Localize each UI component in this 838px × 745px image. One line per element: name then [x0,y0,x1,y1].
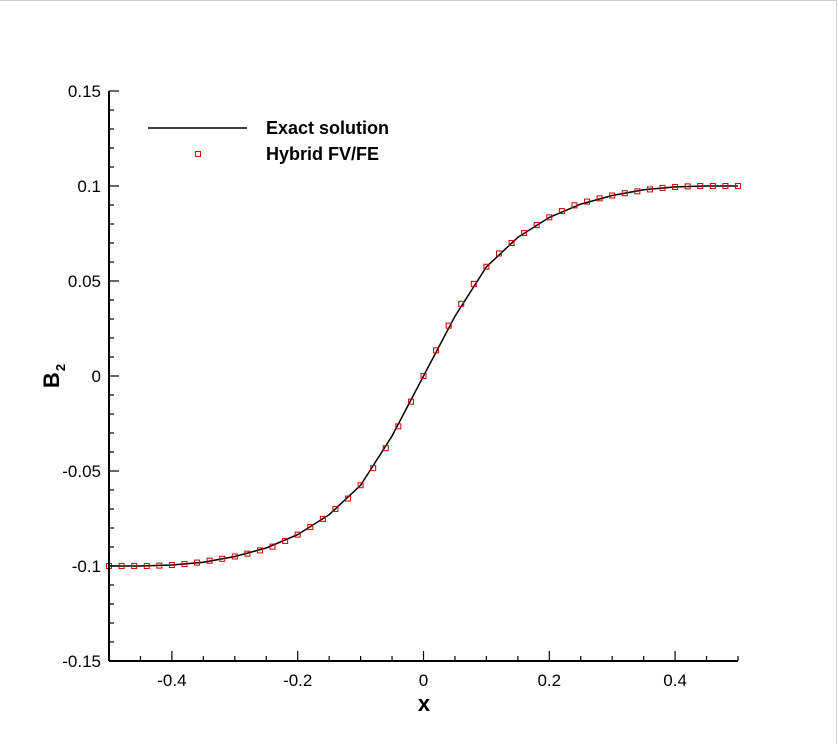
hybrid-marker [420,373,427,379]
hybrid-marker [156,562,163,569]
hybrid-marker [596,195,603,202]
hybrid-marker [672,183,679,190]
hybrid-marker [307,524,314,531]
hybrid-marker [508,240,515,246]
hybrid-marker [231,553,238,560]
hybrid-marker [319,515,326,522]
y-tick-label: 0.15 [68,82,101,101]
hybrid-marker [646,186,653,193]
hybrid-marker [634,188,641,195]
hybrid-marker [621,190,628,197]
y-axis-title-main: B [39,372,64,388]
legend-marker-sample [195,151,201,157]
hybrid-marker [194,559,201,566]
hybrid-marker [533,221,540,228]
hybrid-marker [332,506,339,512]
hybrid-marker [483,263,490,270]
hybrid-marker [357,482,364,489]
hybrid-marker [609,192,616,199]
hybrid-marker [709,183,716,189]
hybrid-marker [495,250,502,257]
legend-label-exact: Exact solution [266,118,389,138]
svg-text:B2: B2 [39,364,68,388]
hybrid-marker [458,300,465,307]
hybrid-marker [735,183,741,189]
hybrid-marker [219,555,226,562]
exact-solution-line [109,185,738,567]
hybrid-marker [282,537,289,544]
x-tick-label: 0 [419,671,428,690]
hybrid-marker [269,543,276,550]
y-tick-label: -0.1 [72,557,101,576]
hybrid-marker [244,550,251,557]
axes: -0.4 -0.2 0 0.2 0.4 -0.15 -0.1 -0.05 0 0.05 0.1 0.1… [62,82,739,690]
hybrid-marker [407,398,414,405]
hybrid-marker [168,562,175,569]
y-tick-label: 0.1 [77,177,101,196]
hybrid-marker [206,557,213,564]
legend-label-hybrid: Hybrid FV/FE [266,144,379,164]
hybrid-marker [345,495,352,502]
x-tick-label: -0.4 [157,671,186,690]
hybrid-marker [181,561,188,568]
hybrid-marker [697,183,704,189]
y-tick-label: 0 [92,367,101,386]
hybrid-marker [558,208,565,215]
y-axis-title-subscript: 2 [53,364,68,371]
hybrid-marker [584,198,591,205]
hybrid-marker [118,563,125,569]
hybrid-marker [370,465,377,472]
hybrid-marker [395,423,402,430]
hybrid-marker [131,563,138,569]
hybrid-marker [256,547,263,554]
hybrid-marker [143,563,150,569]
x-tick-label: 0.4 [663,671,687,690]
x-axis-title: x [418,691,431,716]
hybrid-marker [433,347,440,354]
x-tick-label: 0.2 [537,671,561,690]
hybrid-marker [659,184,666,191]
hybrid-marker [445,322,452,329]
plot-marks [106,183,741,569]
hybrid-marker [294,531,301,538]
hybrid-marker [684,183,691,190]
y-axis-title: B2 [39,364,68,388]
y-tick-label: -0.15 [62,652,101,671]
legend: Exact solution Hybrid FV/FE [148,118,389,164]
hybrid-marker [521,230,528,237]
hybrid-marker [722,183,729,189]
hybrid-marker [382,445,389,452]
x-tick-label: -0.2 [283,671,312,690]
y-tick-label: -0.05 [62,462,101,481]
y-tick-label: 0.05 [68,272,101,291]
hybrid-marker [470,280,477,287]
hybrid-marker [546,214,553,221]
hybrid-marker [571,202,578,209]
